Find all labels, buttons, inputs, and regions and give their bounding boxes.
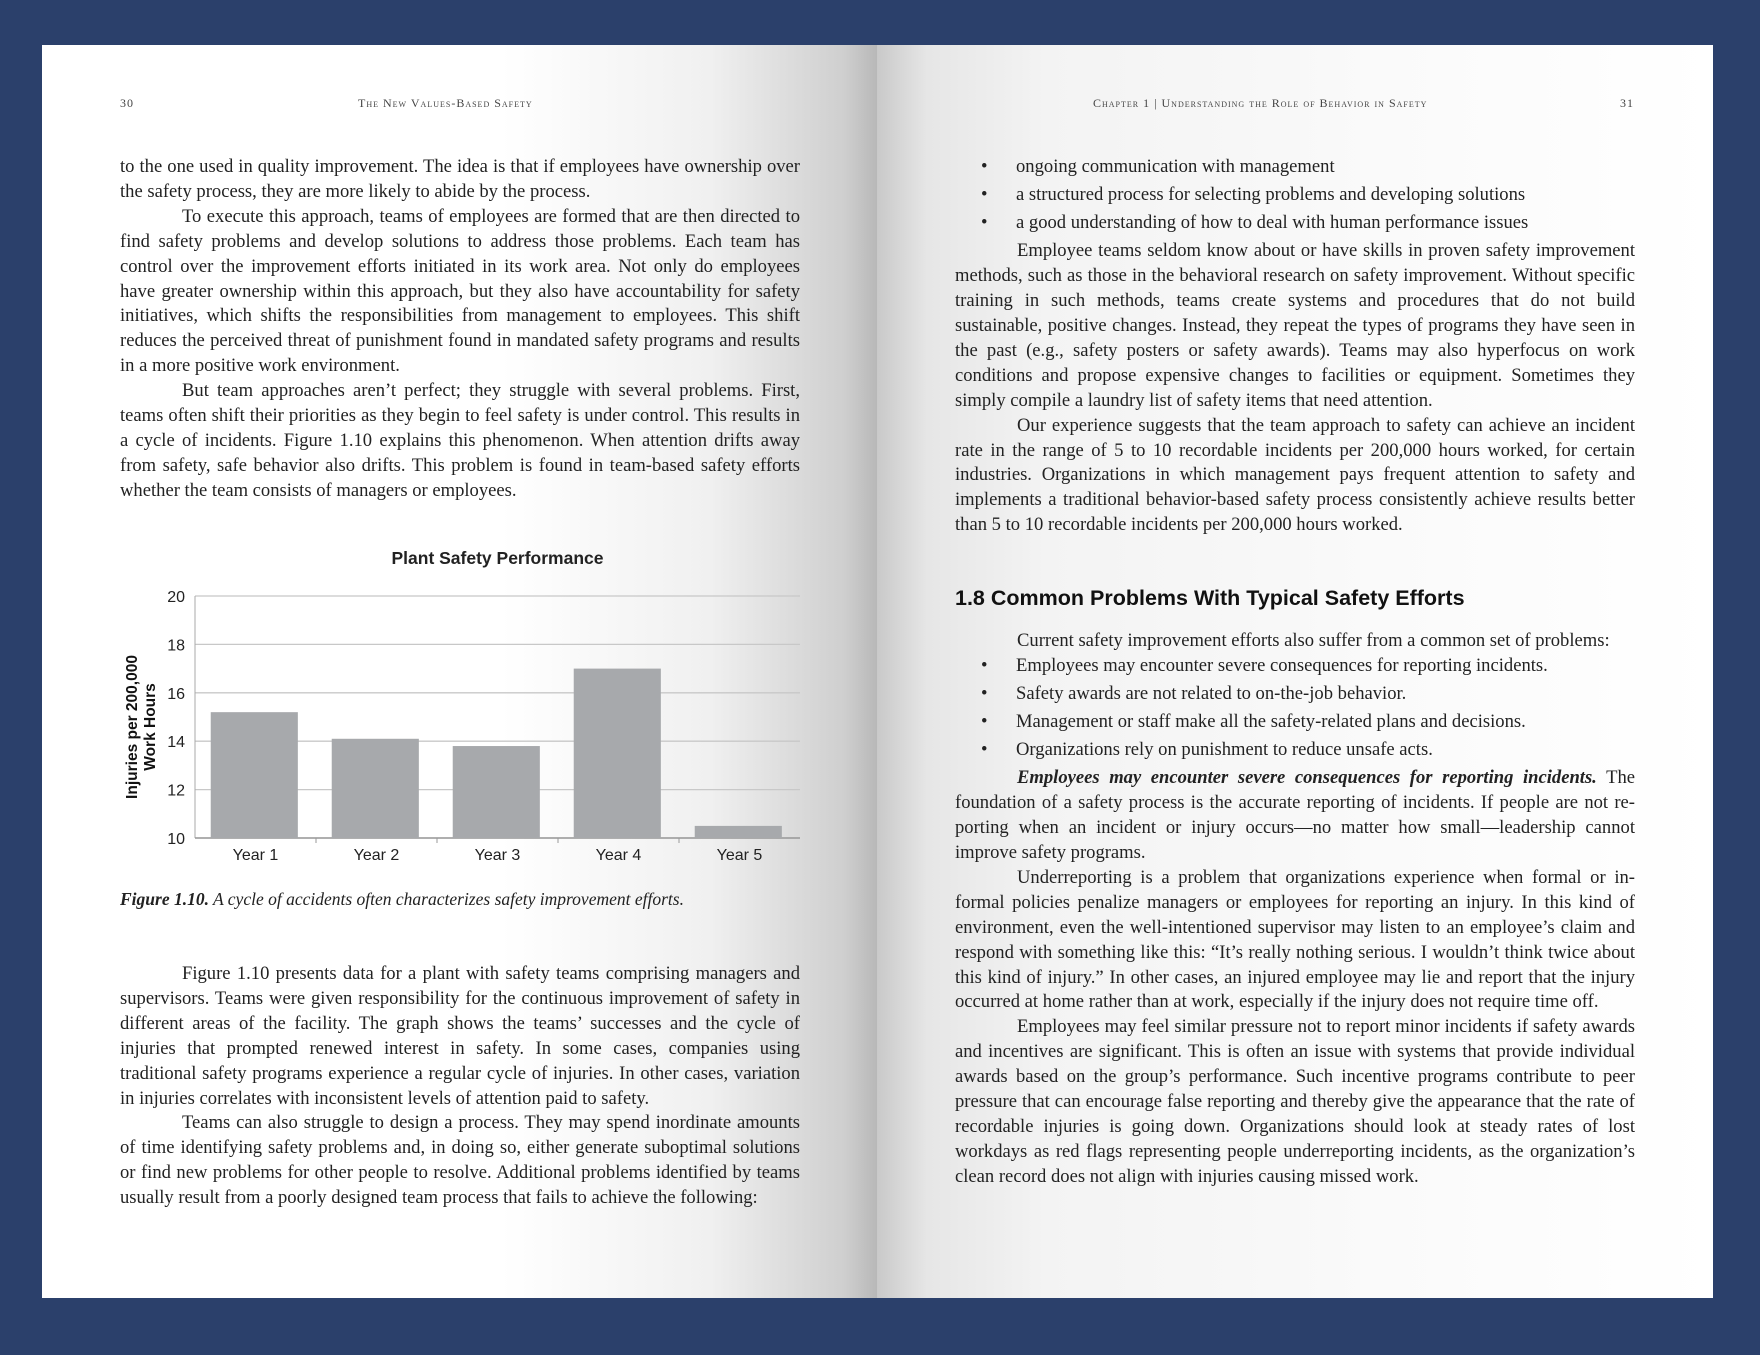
paragraph: To execute this approach, teams of emplo… — [120, 205, 800, 377]
bar — [573, 668, 661, 838]
paragraph: Employee teams seldom know about or have… — [955, 240, 1635, 411]
left-bottom-text: Figure 1.10 presents data for a plant wi… — [120, 962, 800, 1211]
figure-label: Figure 1.10. — [120, 889, 209, 909]
bullet-text: Safety awards are not related to on-the-… — [1016, 683, 1407, 704]
x-tick-label: Year 4 — [596, 847, 642, 864]
lead-in-bold: Employees may encounter severe consequen… — [1017, 767, 1597, 789]
bullet-icon: • — [981, 683, 988, 704]
bar-chart: 10 12 14 16 18 20 Year 1 Year 2 Year 3 Year 4 Year… — [124, 589, 800, 864]
bullet-item: • Organizations rely on punishment to red… — [955, 738, 1635, 763]
bullet-text: a good understanding of how to deal with… — [1016, 212, 1529, 234]
y-tick-label: 20 — [167, 589, 185, 606]
x-tick-label: Year 3 — [475, 847, 521, 864]
paragraph: Teams can also struggle to design a proc… — [120, 1112, 800, 1209]
bullet-icon: • — [981, 212, 988, 234]
bullet-item: • Employees may encounter severe conseque… — [955, 654, 1635, 679]
bullet-icon: • — [981, 711, 988, 733]
right-page — [877, 45, 1713, 1298]
y-tick-label: 14 — [167, 734, 185, 751]
chart-title: Plant Safety Performance — [391, 548, 604, 568]
bar — [694, 825, 782, 838]
y-axis-label: Injuries per 200,000Work Hours — [124, 655, 159, 799]
figure-text: A cycle of accidents often characterizes… — [208, 889, 684, 909]
right-top-text: • ongoing communication with management • a… — [955, 155, 1635, 538]
bullet-text: ongoing communication with management — [1016, 156, 1335, 177]
bar — [210, 712, 298, 838]
bullet-item: • a structured process for selecting prob… — [955, 183, 1635, 208]
bullet-icon: • — [981, 184, 988, 206]
paragraph: Employees may feel similar pressure not … — [955, 1016, 1635, 1187]
bullet-text: Employees may encounter severe consequen… — [1016, 654, 1548, 676]
bullet-icon: • — [981, 156, 988, 177]
bullet-text: a structured process for selecting probl… — [1016, 184, 1526, 206]
lead-in-paragraph: Employees may encounter severe consequen… — [955, 766, 1635, 866]
bar — [452, 746, 540, 838]
figure-caption: Figure 1.10. A cycle of accidents often … — [120, 889, 684, 910]
x-tick-label: Year 5 — [717, 847, 763, 864]
paragraph: Figure 1.10 presents data for a plant wi… — [120, 963, 800, 1109]
bullet-item: • Safety awards are not related to on-the… — [955, 682, 1635, 707]
left-page-number: 30 — [120, 96, 134, 110]
bullet-icon: • — [981, 654, 988, 676]
y-tick-label: 16 — [167, 686, 185, 703]
paragraph: But team approaches aren’t perfect; they… — [120, 380, 800, 501]
y-tick-label: 18 — [167, 637, 185, 654]
lead-in-rest: The foun­dation of a safety process is t… — [955, 767, 1635, 863]
section-heading: 1.8 Common Problems With Typical Safety … — [955, 586, 1465, 610]
bullet-text: Organizations rely on punishment to redu… — [1016, 739, 1433, 761]
bullet-item: • Management or staff make all the safety… — [955, 710, 1635, 735]
left-running-head: The New Values-Based Safety — [358, 96, 533, 110]
paragraph: Underreporting is a problem that organiz… — [955, 866, 1635, 1013]
x-tick-label: Year 2 — [354, 847, 400, 864]
right-running-head: Chapter 1 | Understanding the Role of Be… — [1093, 96, 1428, 110]
bullet-item: • a good understanding of how to deal wit… — [955, 211, 1635, 236]
x-tick-label: Year 1 — [233, 847, 279, 864]
paragraph: Our experience suggests that the team ap… — [955, 414, 1635, 536]
y-tick-label: 12 — [167, 783, 185, 800]
paragraph: to the one used in quality improvement. … — [120, 156, 800, 202]
bullet-icon: • — [981, 739, 988, 761]
left-top-text: to the one used in quality improvement. … — [120, 155, 800, 504]
bullet-item: • ongoing communication with management — [955, 155, 1635, 180]
y-tick-label: 10 — [167, 831, 185, 848]
left-page — [42, 45, 877, 1298]
problems-intro: Current safety improvement efforts also … — [1017, 630, 1610, 651]
right-bottom-text: Current safety improvement efforts also … — [955, 629, 1635, 1190]
right-page-number: 31 — [1620, 96, 1634, 110]
bullet-text: Management or staff make all the safety-… — [1016, 711, 1526, 733]
bar — [331, 738, 419, 838]
